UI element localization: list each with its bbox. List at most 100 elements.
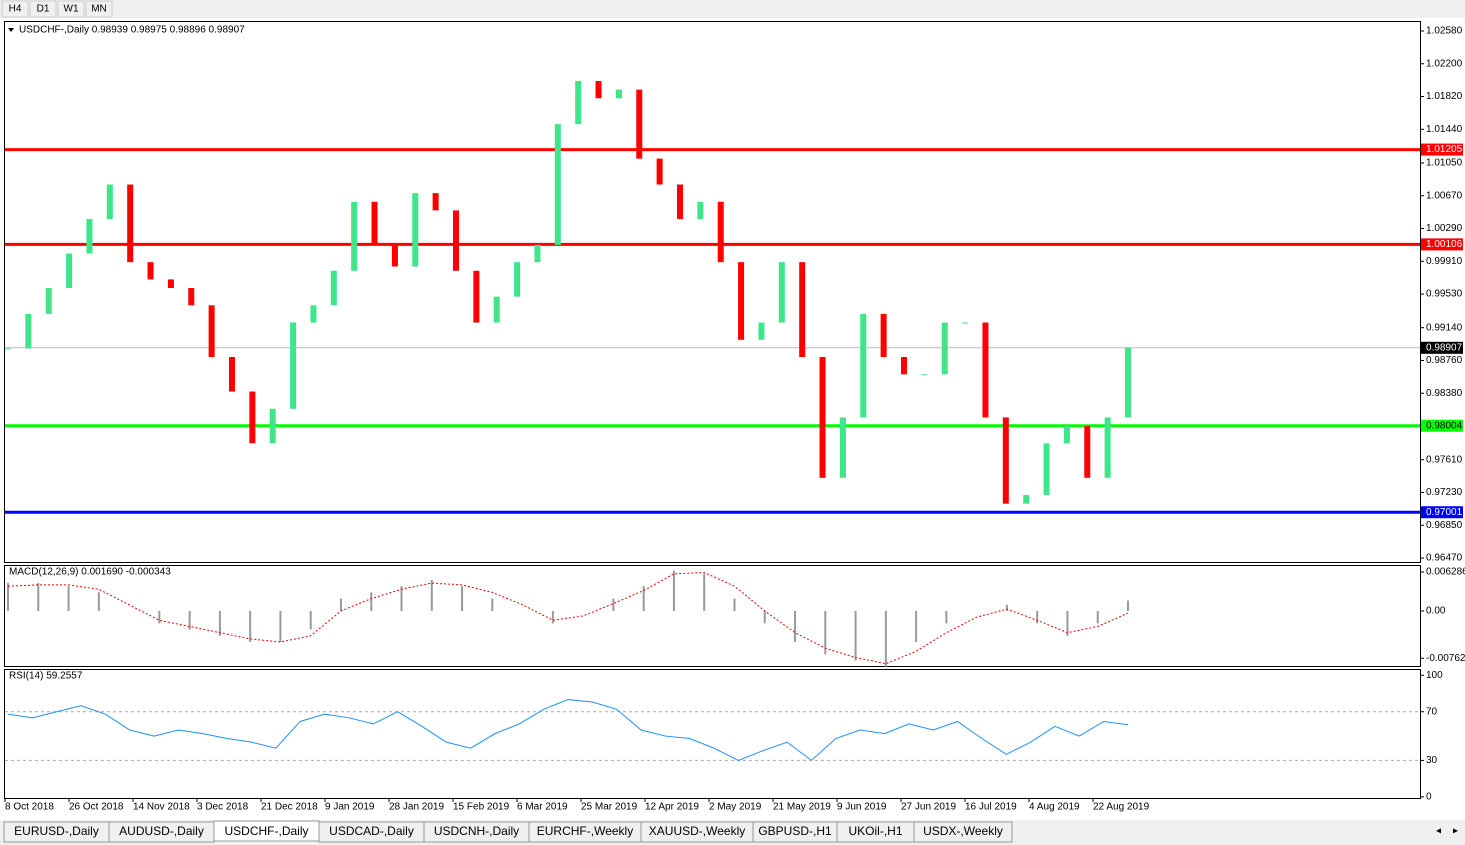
candle (1043, 443, 1050, 496)
level-label: 0.97001 (1426, 507, 1463, 518)
candle (167, 279, 174, 289)
tab-label[interactable]: UKOil-,H1 (848, 824, 902, 838)
level-label-box (1421, 419, 1463, 432)
y-tick-label: 1.01440 (1426, 124, 1463, 135)
candle (575, 81, 582, 125)
tab-label[interactable]: GBPUSD-,H1 (758, 824, 832, 838)
y-tick-label: 0 (1426, 792, 1432, 803)
tab-label[interactable]: USDCNH-,Daily (434, 824, 519, 838)
toolbar (0, 0, 1465, 18)
x-tick-label: 16 Jul 2019 (965, 802, 1017, 813)
macd-panel (4, 565, 1421, 667)
y-tick-label: 0.99910 (1426, 256, 1463, 267)
x-tick-label: 9 Jan 2019 (325, 802, 375, 813)
timeframe-button[interactable] (29, 0, 57, 18)
y-tick-label: 0.99140 (1426, 322, 1463, 333)
level-label-box (1421, 506, 1463, 519)
tab[interactable] (913, 821, 1013, 843)
timeframe-label[interactable]: D1 (37, 4, 50, 15)
panel-title: RSI(14) 59.2557 (9, 671, 83, 682)
price-panel (4, 21, 1421, 563)
x-tick-label: 2 May 2019 (709, 802, 762, 813)
candle (962, 322, 969, 324)
candle (1002, 417, 1009, 504)
x-tick-label: 4 Aug 2019 (1029, 802, 1080, 813)
y-tick-label: 0.97230 (1426, 487, 1463, 498)
candle (819, 357, 826, 478)
y-tick-label: 0.99530 (1426, 289, 1463, 300)
candle (106, 184, 113, 220)
y-tick-label: 1.00290 (1426, 223, 1463, 234)
y-tick-label: 0.96470 (1426, 553, 1463, 564)
x-tick-label: 27 Jun 2019 (901, 802, 956, 813)
y-tick-label: 0.006286 (1426, 567, 1465, 578)
candle (839, 417, 846, 478)
timeframe-label[interactable]: W1 (64, 4, 79, 15)
y-tick-label: 30 (1426, 755, 1438, 766)
macd-signal (7, 572, 1129, 665)
candle (290, 322, 297, 409)
level-label: 1.00106 (1426, 239, 1463, 250)
tab-label[interactable]: XAUUSD-,Weekly (649, 824, 745, 838)
scroll-right[interactable]: ▸ (1453, 826, 1458, 837)
timeframe-button[interactable] (57, 0, 85, 18)
candle (473, 270, 480, 323)
tab-label[interactable]: USDX-,Weekly (923, 824, 1003, 838)
x-tick-label: 15 Feb 2019 (453, 802, 510, 813)
candle (25, 313, 32, 349)
candle (778, 262, 785, 323)
candle (310, 305, 317, 323)
y-tick-label: 1.01050 (1426, 158, 1463, 169)
chart-window (0, 18, 1465, 820)
scroll-left[interactable]: ◂ (1436, 826, 1441, 837)
rsi-panel (4, 669, 1421, 799)
candle (738, 262, 745, 340)
candle (412, 193, 419, 267)
y-tick-label: 1.01820 (1426, 91, 1463, 102)
x-tick-label: 14 Nov 2018 (133, 802, 190, 813)
y-tick-label: 0.00 (1426, 606, 1446, 617)
candle (432, 193, 439, 211)
timeframe-label[interactable]: H4 (9, 4, 22, 15)
timeframe-button[interactable] (1, 0, 29, 18)
candle (880, 313, 887, 358)
y-tick-label: -0.00762 (1426, 653, 1465, 664)
y-tick-label: 70 (1426, 706, 1438, 717)
candle (45, 288, 52, 314)
candle (697, 201, 704, 220)
candle (677, 184, 683, 220)
candle (636, 89, 643, 159)
x-tick-label: 3 Dec 2018 (197, 802, 249, 813)
x-tick-label: 21 Dec 2018 (261, 802, 318, 813)
x-tick-label: 25 Mar 2019 (581, 802, 638, 813)
panel-title: MACD(12,26,9) 0.001690 -0.000343 (9, 567, 171, 578)
timeframe-label[interactable]: MN (91, 4, 107, 15)
candle (1125, 347, 1131, 418)
candle (615, 89, 622, 99)
y-tick-label: 0.96850 (1426, 520, 1463, 531)
x-tick-label: 21 May 2019 (773, 802, 831, 813)
x-tick-label: 28 Jan 2019 (389, 802, 444, 813)
x-tick-label: 9 Jun 2019 (837, 802, 887, 813)
tab-label[interactable]: EURUSD-,Daily (14, 824, 99, 838)
timeframe-button[interactable] (85, 0, 113, 18)
candle (351, 201, 358, 271)
tab-label[interactable]: USDCHF-,Daily (225, 824, 309, 838)
level-label: 0.98004 (1426, 420, 1463, 431)
y-tick-label: 100 (1426, 670, 1443, 681)
y-tick-label: 0.98380 (1426, 388, 1463, 399)
y-tick-label: 0.98760 (1426, 355, 1463, 366)
tab-label[interactable]: EURCHF-,Weekly (537, 824, 633, 838)
x-tick-label: 26 Oct 2018 (69, 802, 124, 813)
candle (982, 322, 989, 418)
candle (921, 374, 928, 376)
level-label-box (1421, 238, 1463, 251)
candle (860, 313, 867, 418)
candle (1063, 426, 1070, 444)
candle (127, 184, 134, 263)
tab-label[interactable]: USDCAD-,Daily (329, 824, 414, 838)
x-tick-label: 22 Aug 2019 (1093, 802, 1150, 813)
tab-label[interactable]: AUDUSD-,Daily (119, 824, 204, 838)
level-label-box (1421, 143, 1463, 156)
